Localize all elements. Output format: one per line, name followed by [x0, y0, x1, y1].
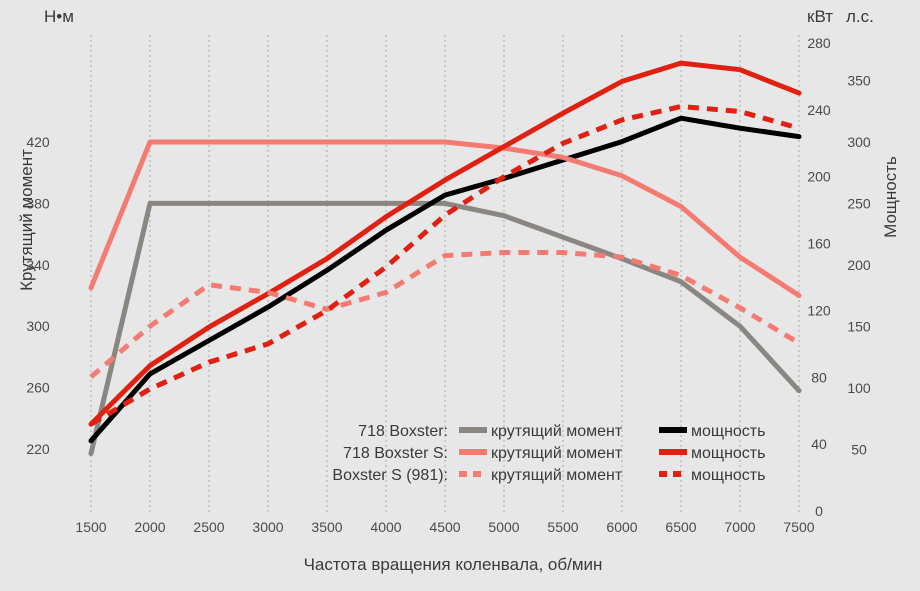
y-left-tick-label: 380 — [26, 195, 50, 211]
y-hp-tick-label: 350 — [847, 73, 871, 89]
series-line-6 — [89, 104, 800, 427]
y-left-tick-label: 300 — [26, 318, 50, 334]
x-tick-label: 5500 — [547, 519, 578, 535]
x-tick-label: 4000 — [370, 519, 401, 535]
y-kw-tick-label: 280 — [807, 35, 831, 51]
y-kw-tick-label: 160 — [807, 236, 831, 252]
series-line-3 — [88, 139, 802, 298]
x-tick-label: 7000 — [724, 519, 755, 535]
unit-hp-label: л.с. — [846, 7, 874, 26]
y-hp-tick-label: 200 — [847, 257, 871, 273]
x-tick-label: 6000 — [606, 519, 637, 535]
y-axis-left-title: Крутящий момент — [17, 149, 36, 291]
x-tick-label: 7500 — [783, 519, 814, 535]
y-kw-tick-label: 200 — [807, 169, 831, 185]
legend-series-label: крутящий момент — [491, 467, 623, 484]
x-axis-title: Частота вращения коленвала, об/мин — [304, 555, 603, 574]
series-line-4 — [88, 60, 802, 427]
y-kw-tick-label: 80 — [811, 369, 827, 385]
y-hp-tick-label: 50 — [851, 442, 867, 458]
y-hp-tick-label: 300 — [847, 134, 871, 150]
legend-model-label: 718 Boxster S: — [343, 445, 448, 462]
legend-series-label: мощность — [691, 423, 765, 440]
x-tick-label: 3500 — [311, 519, 342, 535]
y-hp-tick-label: 100 — [847, 380, 871, 396]
y-hp-tick-label: 150 — [847, 319, 871, 335]
series-layer — [88, 60, 802, 457]
y-kw-tick-label: 40 — [811, 436, 827, 452]
legend-series-label: мощность — [691, 467, 765, 484]
x-tick-label: 1500 — [75, 519, 106, 535]
x-tick-label: 5000 — [488, 519, 519, 535]
y-hp-tick-label: 250 — [847, 196, 871, 212]
x-tick-label: 2500 — [193, 519, 224, 535]
y-kw-tick-label: 120 — [807, 302, 831, 318]
legend-model-label: Boxster S (981): — [332, 467, 448, 484]
legend-model-label: 718 Boxster: — [358, 423, 448, 440]
y-kw-tick-label: 0 — [815, 503, 823, 519]
y-left-tick-label: 220 — [26, 441, 50, 457]
y-left-tick-label: 260 — [26, 380, 50, 396]
series-line-5 — [89, 250, 801, 379]
series-line-1 — [88, 200, 802, 457]
series-line-2 — [88, 115, 802, 444]
x-tick-label: 2000 — [134, 519, 165, 535]
legend-series-label: крутящий момент — [491, 445, 623, 462]
y-axis-right-title: Мощность — [881, 156, 900, 238]
legend-series-label: мощность — [691, 445, 765, 462]
y-kw-tick-label: 240 — [807, 102, 831, 118]
legend: 718 Boxster: крутящий момент мощность 718 B… — [332, 423, 765, 484]
tick-layer: 1500 2000 2500 3000 3500 4000 4500 5000 5500 6000… — [26, 35, 871, 535]
unit-left-label: Н•м — [44, 7, 74, 26]
x-tick-label: 3000 — [252, 519, 283, 535]
y-left-tick-label: 340 — [26, 257, 50, 273]
unit-kw-label: кВт — [807, 7, 833, 26]
legend-series-label: крутящий момент — [491, 423, 623, 440]
y-left-tick-label: 420 — [26, 134, 50, 150]
x-tick-label: 6500 — [665, 519, 696, 535]
x-tick-label: 4500 — [429, 519, 460, 535]
